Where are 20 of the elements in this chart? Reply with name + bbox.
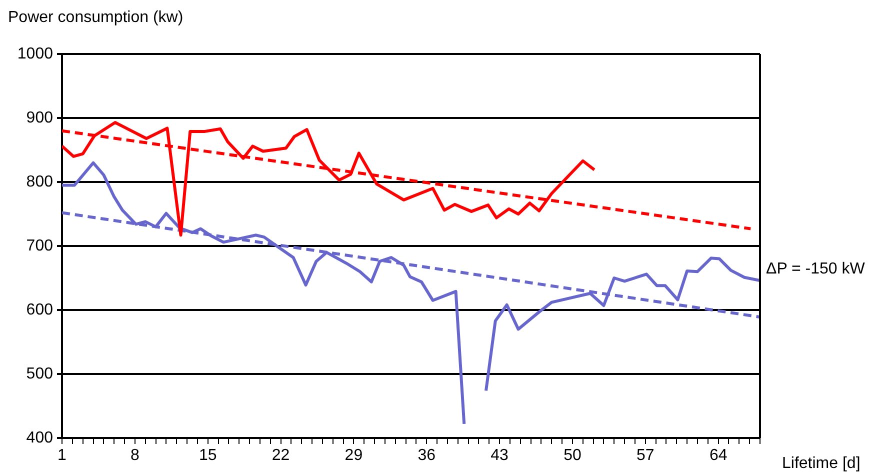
x-tick-label: 64 <box>709 447 728 464</box>
x-tick-label: 22 <box>272 447 290 464</box>
x-tick-label: 43 <box>490 447 509 464</box>
y-tick-label: 1000 <box>17 45 54 62</box>
y-tick-label: 800 <box>26 173 54 190</box>
text: ΔP = -150 kW <box>766 260 866 278</box>
y-tick-label: 500 <box>26 365 54 382</box>
x-tick-label: 57 <box>636 447 654 464</box>
y-tick-label: 600 <box>26 301 54 318</box>
y-axis-title: Power consumption (kw) <box>8 9 184 26</box>
y-tick-label: 400 <box>26 429 54 446</box>
x-tick-label: 15 <box>198 447 217 464</box>
x-tick-label: 1 <box>58 447 67 464</box>
x-axis-title: Lifetime [d] <box>782 455 860 472</box>
x-tick-label: 50 <box>564 447 582 464</box>
y-tick-label: 900 <box>26 109 54 126</box>
y-tick-label: 700 <box>26 237 54 254</box>
x-tick-label: 8 <box>130 447 140 464</box>
x-tick-label: 29 <box>344 447 363 464</box>
x-tick-label: 36 <box>418 447 436 464</box>
